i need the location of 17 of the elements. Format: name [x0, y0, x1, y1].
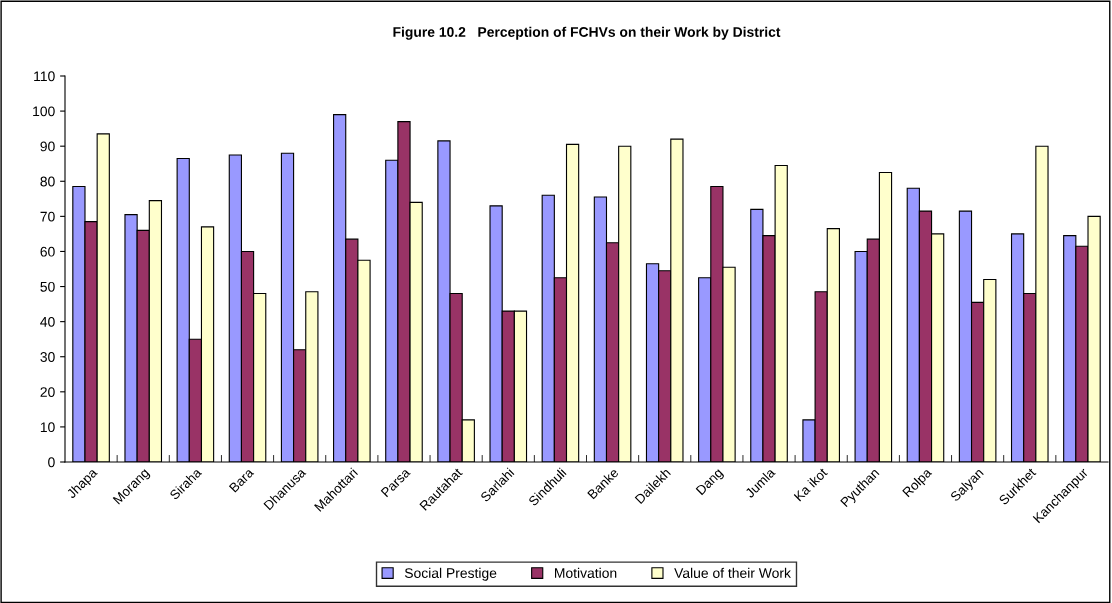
y-tick-label: 0: [48, 457, 55, 468]
y-tick-label: 110: [34, 71, 55, 82]
y-tick-label: 40: [40, 316, 55, 327]
y-tick-label: 90: [40, 141, 55, 152]
y-tick-label: 100: [33, 106, 55, 117]
y-tick-label: 20: [40, 387, 55, 397]
legend-label: Motivation: [555, 567, 617, 578]
y-tick-label: 70: [40, 211, 55, 222]
legend-label: Value of their Work: [674, 567, 791, 578]
y-tick-label: 80: [40, 176, 55, 187]
chart-title: Figure 10.2 Perception of FCHVs on their Work by District: [393, 26, 781, 40]
x-tick-label: Ka ikot: [793, 466, 828, 502]
y-tick-label: 10: [40, 422, 55, 433]
y-tick-label: 30: [40, 352, 55, 362]
legend-label: Social Prestige: [404, 567, 497, 581]
y-tick-label: 50: [40, 281, 55, 292]
y-tick-label: 60: [40, 246, 55, 257]
